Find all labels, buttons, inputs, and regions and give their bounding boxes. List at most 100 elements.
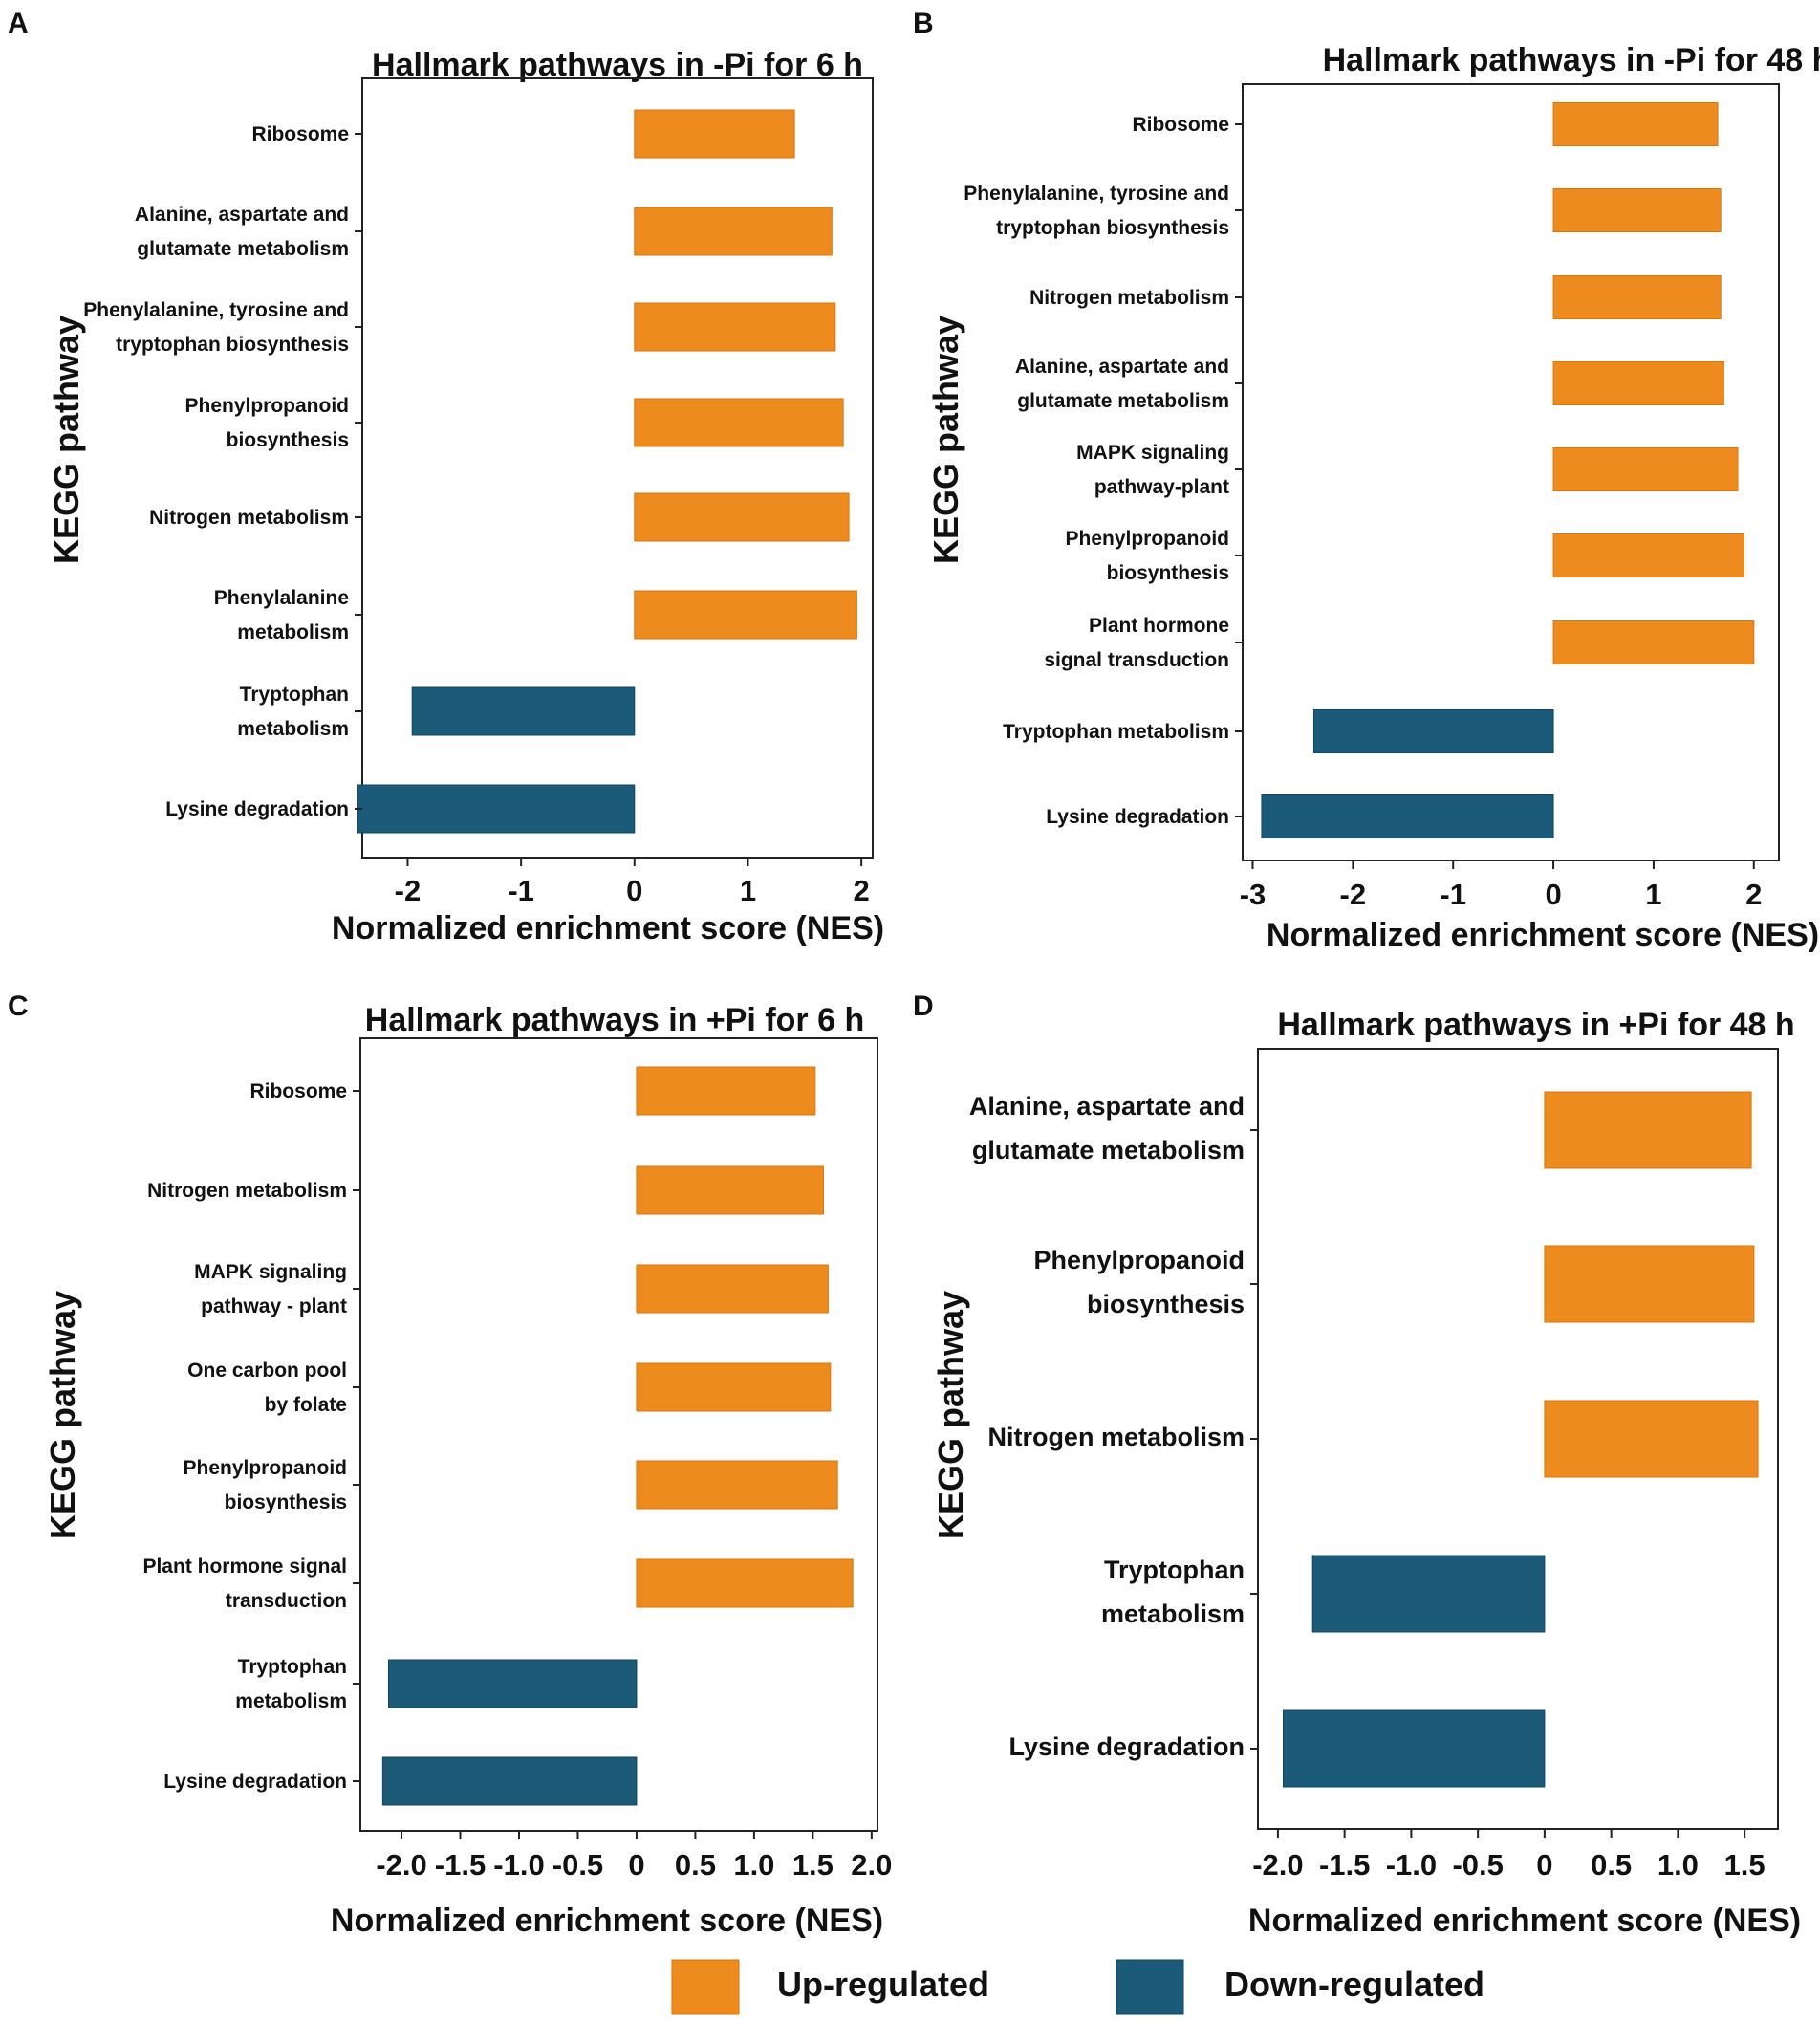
panel-c-bar-up: [636, 1362, 832, 1412]
panel-b-xtick-label: 0: [1545, 878, 1561, 911]
panel-b-bar-up: [1552, 275, 1722, 319]
panel-c-xtick-label: 0: [628, 1848, 644, 1882]
panel-d-letter: D: [913, 990, 934, 1022]
panel-d-bar-up: [1544, 1400, 1759, 1478]
panel-d-xlabel: Normalized enrichment score (NES): [1248, 1903, 1801, 1939]
panel-c-category-label: MAPK signaling pathway - plant: [194, 1261, 347, 1317]
panel-d-bar-down: [1311, 1555, 1546, 1633]
panel-a-bar-up: [634, 492, 850, 542]
panel-a-xtick-label: -1: [508, 874, 534, 907]
panel-a: A Hallmark pathways in -Pi for 6 h Ribosom…: [8, 8, 884, 947]
panel-c-category-label: Nitrogen metabolism: [147, 1180, 347, 1202]
panel-a-category-label: Nitrogen metabolism: [149, 507, 349, 529]
panel-b-category-label: MAPK signaling pathway-plant: [1076, 442, 1229, 498]
legend-down-label: Down-regulated: [1224, 1965, 1484, 2004]
panel-c-category-label: Lysine degradation: [163, 1771, 347, 1793]
panel-b-bar-up: [1552, 102, 1719, 146]
panel-c-xtick-label: 1.0: [733, 1848, 774, 1882]
panel-c: C Hallmark pathways in +Pi for 6 h Ribosom…: [8, 990, 892, 1939]
panel-b-bar-up: [1552, 620, 1755, 664]
panel-a-plot-frame: [361, 77, 874, 859]
panel-d-ylabel: KEGG pathway: [931, 1291, 970, 1539]
panel-b-category-label: Lysine degradation: [1046, 806, 1229, 828]
panel-b-bar-up: [1552, 447, 1739, 491]
panel-d: D Hallmark pathways in +Pi for 48 h Alanin…: [913, 990, 1801, 1939]
legend-up-swatch: [671, 1959, 740, 2015]
panel-b-xtick-label: -1: [1440, 878, 1466, 911]
panel-c-letter: C: [8, 990, 29, 1022]
panel-b-letter: B: [913, 8, 934, 39]
panel-c-category-label: Phenylpropanoid biosynthesis: [183, 1457, 347, 1513]
panel-c-category-label: Plant hormone signal transduction: [142, 1556, 347, 1612]
legend: Up-regulated Down-regulated: [671, 1959, 1484, 2015]
panel-d-xtick-label: -1.0: [1386, 1848, 1437, 1882]
panel-b-xtick-label: -3: [1240, 878, 1267, 911]
panel-c-xtick-label: -2.0: [376, 1848, 426, 1882]
panel-d-xtick-label: 1.0: [1658, 1848, 1699, 1882]
panel-a-xtick-label: 0: [626, 874, 642, 907]
panel-a-category-label: Phenylalanine, tyrosine and tryptophan bi…: [83, 299, 349, 356]
panel-a-letter: A: [8, 8, 29, 39]
panel-c-xtick-label: -1.0: [493, 1848, 544, 1882]
panel-c-xtick-label: 2.0: [851, 1848, 892, 1882]
panel-c-category-label: One carbon pool by folate: [187, 1360, 347, 1416]
panel-a-category-label: Phenylalanine metabolism: [214, 587, 349, 643]
panel-a-bar-up: [634, 207, 833, 256]
panel-a-xlabel: Normalized enrichment score (NES): [332, 910, 884, 947]
legend-down-swatch: [1116, 1959, 1184, 2015]
panel-b-bar-down: [1312, 709, 1554, 753]
panel-c-category-label: Tryptophan metabolism: [235, 1656, 347, 1712]
panel-c-xtick-label: -0.5: [552, 1848, 603, 1882]
panel-b-category-label: Nitrogen metabolism: [1029, 287, 1229, 309]
panel-c-ylabel: KEGG pathway: [43, 1291, 82, 1539]
panel-d-bar-up: [1544, 1245, 1755, 1323]
panel-b-category-label: Tryptophan metabolism: [1003, 721, 1229, 743]
panel-b-xtick-label: 1: [1645, 878, 1661, 911]
panel-d-bar-down: [1283, 1709, 1546, 1788]
panel-c-category-label: Ribosome: [249, 1080, 347, 1102]
panel-b-xtick-label: 2: [1745, 878, 1762, 911]
panel-b-xtick-label: -2: [1340, 878, 1367, 911]
panel-a-ylabel: KEGG pathway: [47, 316, 86, 564]
panel-c-bar-up: [636, 1460, 838, 1510]
panel-b-plot-frame: [1242, 83, 1780, 861]
panel-d-category-label: Phenylpropanoid biosynthesis: [1033, 1246, 1245, 1318]
panel-b-bar-up: [1552, 361, 1724, 405]
panel-d-category-label: Lysine degradation: [1008, 1732, 1245, 1761]
panel-a-bar-up: [634, 302, 836, 352]
panel-c-bar-up: [636, 1558, 854, 1608]
panel-a-xtick-label: -2: [395, 874, 422, 907]
panel-a-title: Hallmark pathways in -Pi for 6 h: [372, 47, 863, 83]
panel-a-xtick-label: 2: [854, 874, 870, 907]
panel-c-plot-frame: [359, 1037, 878, 1832]
panel-c-bar-down: [388, 1659, 638, 1708]
panel-a-xtick-label: 1: [740, 874, 756, 907]
panel-a-category-label: Lysine degradation: [165, 798, 349, 820]
panel-b-bar-down: [1261, 794, 1554, 838]
panel-d-xtick-label: -0.5: [1452, 1848, 1503, 1882]
panel-a-category-label: Alanine, aspartate and glutamate metaboli…: [135, 204, 349, 260]
panel-d-category-label: Alanine, aspartate and glutamate metaboli…: [969, 1092, 1245, 1164]
panel-a-category-label: Ribosome: [251, 123, 349, 145]
panel-d-xtick-label: 0.5: [1591, 1848, 1632, 1882]
panel-b-category-label: Phenylalanine, tyrosine and tryptophan bi…: [964, 183, 1229, 239]
panel-d-category-label: Tryptophan metabolism: [1101, 1556, 1245, 1628]
panel-a-bar-up: [634, 590, 857, 640]
panel-c-xtick-label: -1.5: [435, 1848, 486, 1882]
panel-c-title: Hallmark pathways in +Pi for 6 h: [365, 1002, 864, 1038]
panel-a-bar-up: [634, 398, 844, 447]
panel-c-bar-up: [636, 1264, 829, 1314]
panel-c-bar-up: [636, 1066, 816, 1116]
panel-b: B Hallmark pathways in -Pi for 48 h Riboso…: [913, 8, 1820, 953]
panel-b-bar-up: [1552, 188, 1722, 232]
panel-a-category-label: Tryptophan metabolism: [237, 684, 349, 740]
panel-b-xlabel: Normalized enrichment score (NES): [1267, 917, 1819, 953]
panel-b-ylabel: KEGG pathway: [926, 316, 965, 564]
panel-b-title: Hallmark pathways in -Pi for 48 h: [1323, 42, 1820, 78]
panel-d-title: Hallmark pathways in +Pi for 48 h: [1277, 1007, 1794, 1043]
panel-d-xtick-label: 0: [1536, 1848, 1552, 1882]
panel-b-category-label: Ribosome: [1132, 114, 1229, 136]
panel-a-bar-down: [411, 686, 636, 736]
panel-b-bar-up: [1552, 533, 1744, 577]
